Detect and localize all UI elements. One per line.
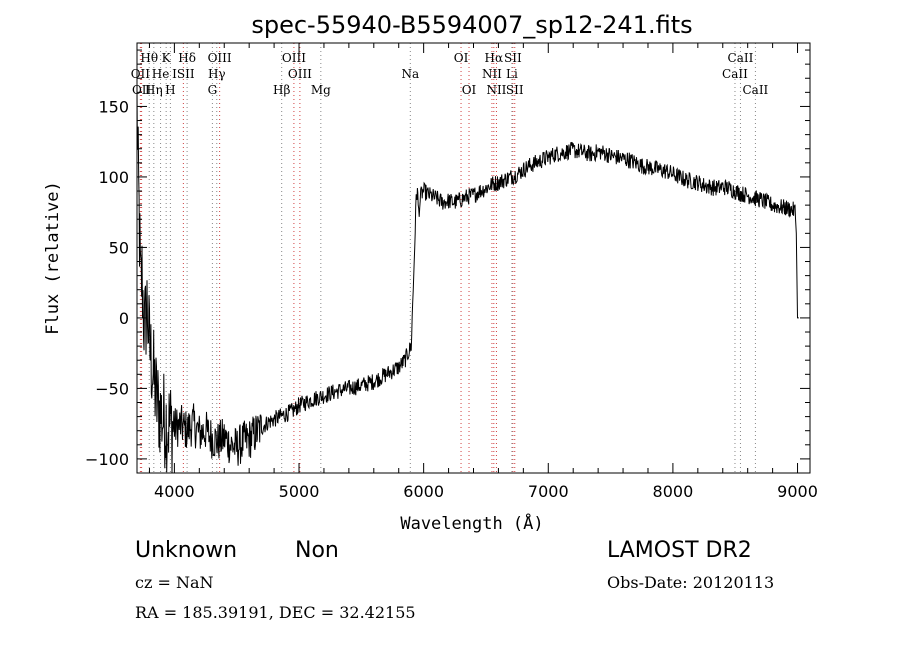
subclass-label: Non	[295, 538, 339, 563]
line-label-10: He	[152, 67, 170, 81]
line-label-0: Hθ	[140, 51, 158, 65]
x-axis-label: Wavelength (Å)	[400, 512, 543, 534]
y-tick-label-0: 0	[119, 309, 129, 328]
line-label-7: SII	[504, 51, 522, 65]
line-label-12: Hγ	[208, 67, 226, 81]
emission-line-markers	[139, 43, 756, 473]
plot-frame	[136, 42, 811, 474]
y-tick-label-100: 100	[98, 168, 129, 187]
flux-line	[136, 90, 799, 474]
x-tick-label-7000: 7000	[528, 482, 569, 501]
line-label-21: Hβ	[273, 83, 290, 97]
line-label-26: SII	[506, 83, 524, 97]
x-tick-label-4000: 4000	[154, 482, 195, 501]
line-label-16: CaII	[722, 67, 748, 81]
x-tick-label-9000: 9000	[777, 482, 818, 501]
x-tick-label-5000: 5000	[279, 482, 320, 501]
observation-date: Obs-Date: 20120113	[607, 573, 775, 592]
line-label-9: OII	[131, 67, 151, 81]
line-label-1: K	[162, 51, 172, 65]
line-label-14: NII	[482, 67, 502, 81]
line-label-20: G	[208, 83, 218, 97]
line-label-3: OIII	[208, 51, 232, 65]
y-tick-label-150: 150	[98, 97, 129, 116]
line-label-5: OI	[454, 51, 469, 65]
y-axis-ticks: −100 −50 0 50 100 150	[85, 49, 810, 469]
line-label-18: Hη	[145, 83, 163, 97]
line-label-13: OIII	[288, 67, 312, 81]
x-tick-label-6000: 6000	[403, 482, 444, 501]
x-axis-ticks: 4000 5000 6000 7000 8000 9000	[148, 43, 818, 501]
line-label-8: CaII	[728, 51, 754, 65]
line-label-22: Mg	[311, 83, 331, 97]
y-tick-label-50: 50	[109, 238, 129, 257]
y-tick-label--100: −100	[85, 450, 129, 469]
line-label-19: H	[165, 83, 175, 97]
flux-series	[136, 90, 799, 474]
line-label-24: OI	[462, 83, 477, 97]
coordinates-label: RA = 185.39191, DEC = 32.42155	[135, 603, 416, 622]
survey-label: LAMOST DR2	[607, 538, 752, 563]
chart-title: spec-55940-B5594007_sp12-241.fits	[251, 11, 692, 39]
line-label-25: NII	[486, 83, 506, 97]
y-tick-label--50: −50	[95, 379, 129, 398]
classification-label: Unknown	[135, 538, 238, 563]
line-label-15: Li	[506, 67, 518, 81]
line-label-2: Hδ	[178, 51, 196, 65]
line-label-4: OIII	[282, 51, 306, 65]
line-label-6: Hα	[485, 51, 504, 65]
x-tick-label-8000: 8000	[653, 482, 694, 501]
redshift-label: cz = NaN	[135, 573, 214, 592]
y-axis-label: Flux (relative)	[43, 181, 63, 335]
line-label-27: CaII	[742, 83, 768, 97]
line-label-23: Na	[401, 67, 419, 81]
line-label-11: ISII	[172, 67, 195, 81]
